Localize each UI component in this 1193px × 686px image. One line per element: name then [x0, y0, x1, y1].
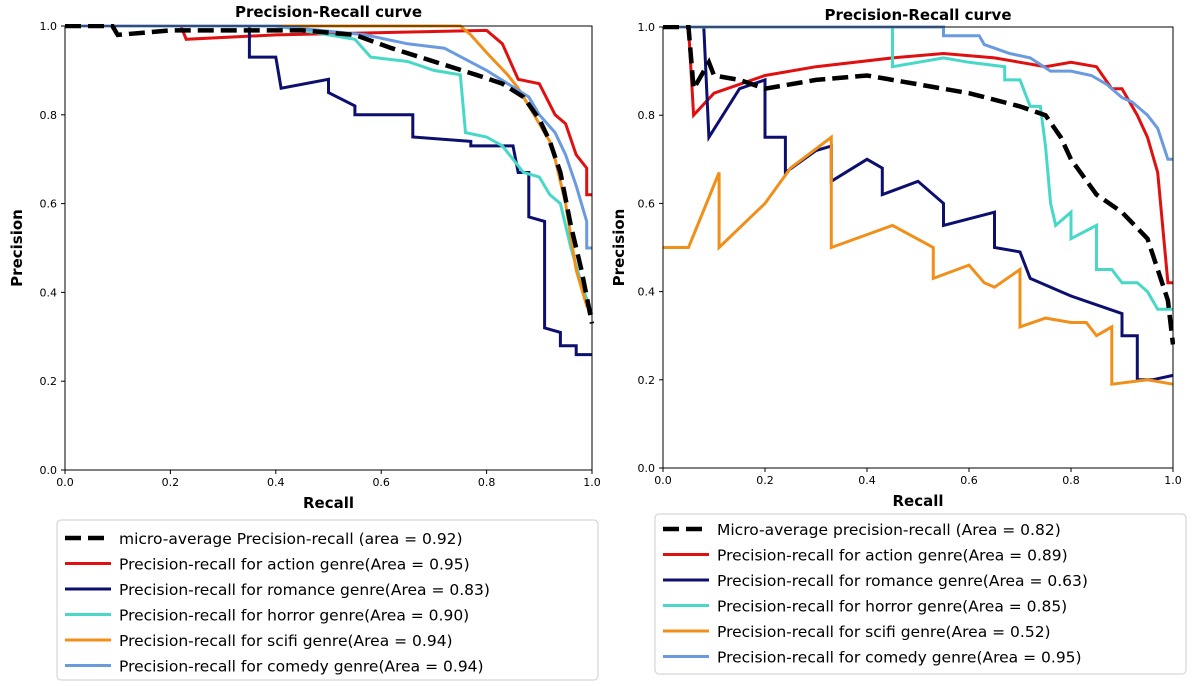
chart-title: Precision-Recall curve	[824, 6, 1011, 24]
series-line-5	[663, 134, 1174, 386]
y-tick-label: 0.8	[40, 109, 58, 122]
legend: Micro-average precision-recall (Area = 0…	[654, 513, 1187, 675]
series-group	[65, 24, 594, 357]
legend-label: Micro-average precision-recall (Area = 0…	[717, 521, 1061, 539]
x-axis-label: Recall	[303, 494, 354, 512]
legend-label: Precision-recall for scifi genre(Area = …	[119, 632, 453, 650]
x-tick-label: 0.0	[654, 474, 672, 487]
series-line-6	[65, 24, 592, 250]
x-tick-label: 0.8	[1062, 474, 1080, 487]
x-tick-label: 0.0	[56, 476, 74, 489]
legend-label: Precision-recall for comedy genre(Area =…	[119, 658, 484, 676]
y-axis-label: Precision	[8, 209, 26, 287]
y-tick-label: 0.4	[40, 286, 58, 299]
x-tick-label: 0.2	[162, 476, 180, 489]
legend-box	[56, 519, 599, 681]
x-tick-label: 0.2	[756, 474, 774, 487]
y-tick-label: 0.8	[638, 109, 656, 122]
y-tick-label: 0.0	[638, 462, 656, 475]
chart-title: Precision-Recall curve	[235, 3, 422, 21]
series-group	[663, 25, 1175, 386]
x-tick-label: 0.6	[960, 474, 978, 487]
chart-panel-2: Precision-Recall curve 0.0 0.2 0.4 0.6 0.8 1.0…	[610, 6, 1187, 675]
y-axis-label: Precision	[610, 209, 628, 287]
series-line-6	[663, 25, 1173, 161]
x-tick-label: 0.4	[267, 476, 285, 489]
y-tick-label: 0.2	[40, 375, 58, 388]
series-line-1	[65, 24, 594, 324]
y-tick-label: 1.0	[638, 21, 656, 34]
legend-label: Precision-recall for horror genre(Area =…	[717, 598, 1067, 616]
axes-frame	[64, 25, 593, 471]
x-tick-label: 0.6	[372, 476, 390, 489]
series-line-4	[663, 25, 1173, 311]
y-tick-label: 0.4	[638, 286, 656, 299]
legend-label: Precision-recall for romance genre(Area …	[717, 572, 1088, 590]
legend-box	[654, 513, 1187, 675]
chart-panel-1: Precision-Recall curve 0.0 0.2 0.4 0.6 0.8 1.0…	[8, 3, 601, 681]
legend-label: Precision-recall for action genre(Area =…	[119, 556, 470, 574]
series-line-3	[65, 24, 592, 357]
legend: micro-average Precision-recall (area = 0…	[56, 519, 599, 681]
y-tick-label: 1.0	[40, 20, 58, 33]
legend-label: Precision-recall for romance genre(Area …	[119, 581, 490, 599]
y-tick-label: 0.6	[40, 198, 58, 211]
series-line-4	[65, 24, 594, 316]
legend-label: Precision-recall for action genre(Area =…	[717, 547, 1068, 565]
x-axis-label: Recall	[892, 492, 943, 510]
x-tick-label: 1.0	[1164, 474, 1182, 487]
series-line-2	[65, 24, 592, 197]
legend-label: Precision-recall for horror genre(Area =…	[119, 607, 469, 625]
y-tick-label: 0.6	[638, 197, 656, 210]
series-line-1	[663, 25, 1175, 345]
x-tick-label: 0.8	[478, 476, 496, 489]
legend-label: micro-average Precision-recall (area = 0…	[119, 530, 463, 548]
x-tick-label: 0.4	[858, 474, 876, 487]
y-tick-label: 0.2	[638, 374, 656, 387]
x-tick-label: 1.0	[583, 476, 601, 489]
legend-label: Precision-recall for comedy genre(Area =…	[717, 649, 1082, 667]
y-tick-label: 0.0	[40, 464, 58, 477]
series-line-3	[663, 25, 1174, 382]
axes-frame	[662, 26, 1174, 469]
legend-label: Precision-recall for scifi genre(Area = …	[717, 623, 1051, 641]
